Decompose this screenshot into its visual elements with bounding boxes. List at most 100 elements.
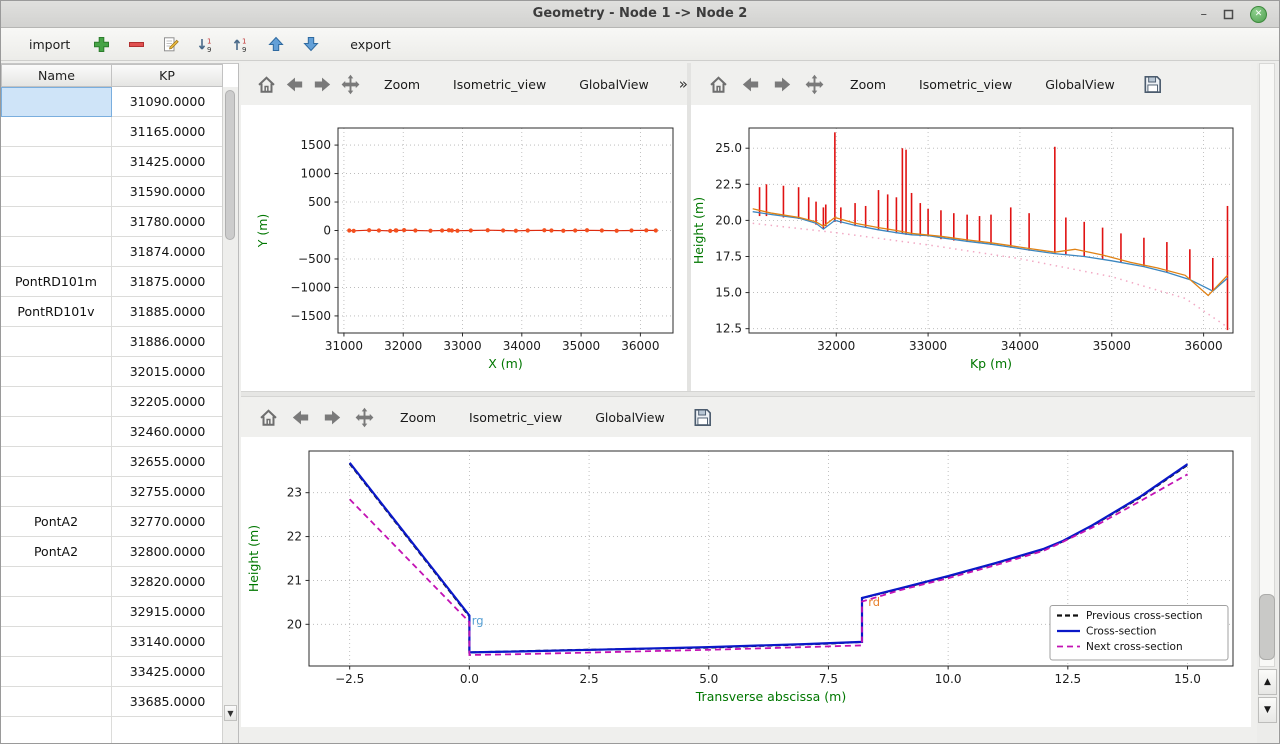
window-scrollbar[interactable]: ▲ ▼ bbox=[1257, 63, 1278, 743]
cell-kp[interactable]: 31090.0000 bbox=[112, 87, 223, 117]
cell-kp[interactable]: 31885.0000 bbox=[112, 297, 223, 327]
cell-kp[interactable]: 32205.0000 bbox=[112, 387, 223, 417]
move-up-button[interactable] bbox=[266, 34, 286, 54]
plan-view-plot[interactable]: 31000 32000 33000 34000 35000 36000 −1500 −1000… bbox=[241, 105, 687, 391]
table-row[interactable]: PontRD101m 31875.0000 bbox=[1, 267, 223, 297]
pan-button[interactable] bbox=[801, 71, 828, 97]
table-row[interactable]: 33685.0000 bbox=[1, 687, 223, 717]
table-row[interactable]: 31165.0000 bbox=[1, 117, 223, 147]
table-row[interactable]: 32655.0000 bbox=[1, 447, 223, 477]
cell-kp[interactable]: 31886.0000 bbox=[112, 327, 223, 357]
table-row[interactable]: 32015.0000 bbox=[1, 357, 223, 387]
export-button[interactable]: export bbox=[350, 36, 391, 52]
maximize-button[interactable] bbox=[1223, 9, 1234, 20]
cell-kp[interactable]: 31425.0000 bbox=[112, 147, 223, 177]
cell-kp[interactable]: 32820.0000 bbox=[112, 567, 223, 597]
remove-section-button[interactable] bbox=[126, 34, 146, 54]
cell-name[interactable] bbox=[1, 327, 112, 357]
table-row[interactable]: PontA2 32800.0000 bbox=[1, 537, 223, 567]
cell-name[interactable] bbox=[1, 387, 112, 417]
cell-name[interactable] bbox=[1, 567, 112, 597]
scroll-down-button[interactable]: ▼ bbox=[1258, 697, 1277, 723]
titlebar[interactable]: Geometry - Node 1 -> Node 2 – ✕ bbox=[1, 1, 1279, 28]
table-row[interactable]: 31425.0000 bbox=[1, 147, 223, 177]
save-figure-button[interactable] bbox=[689, 404, 716, 430]
profile-figure[interactable]: 32000 33000 34000 35000 36000 12.5 15.0 17.5 20.… bbox=[691, 105, 1251, 391]
cell-kp[interactable]: 32460.0000 bbox=[112, 417, 223, 447]
scrollbar-track[interactable] bbox=[1259, 63, 1275, 667]
minimize-button[interactable]: – bbox=[1200, 7, 1208, 22]
move-down-button[interactable] bbox=[301, 34, 321, 54]
table-row[interactable]: 31874.0000 bbox=[1, 237, 223, 267]
horizontal-splitter[interactable] bbox=[241, 391, 1255, 397]
table-row[interactable]: 32915.0000 bbox=[1, 597, 223, 627]
table-row[interactable]: 31780.0000 bbox=[1, 207, 223, 237]
home-button[interactable] bbox=[255, 404, 282, 430]
table-row[interactable]: 31590.0000 bbox=[1, 177, 223, 207]
cell-name[interactable] bbox=[1, 87, 112, 117]
cell-name[interactable]: PontA2 bbox=[1, 507, 112, 537]
edit-section-button[interactable] bbox=[161, 34, 181, 54]
table-row[interactable]: 33140.0000 bbox=[1, 627, 223, 657]
table-row[interactable]: 32820.0000 bbox=[1, 567, 223, 597]
close-button[interactable]: ✕ bbox=[1250, 6, 1267, 23]
zoom-button[interactable]: Zoom bbox=[839, 71, 897, 98]
global-view-button[interactable]: GlobalView bbox=[1034, 71, 1126, 98]
cell-kp[interactable]: 33140.0000 bbox=[112, 627, 223, 657]
cell-kp[interactable]: 32800.0000 bbox=[112, 537, 223, 567]
table-row[interactable]: PontRD101v 31885.0000 bbox=[1, 297, 223, 327]
pan-button[interactable] bbox=[351, 404, 378, 430]
cell-name[interactable]: PontRD101m bbox=[1, 267, 112, 297]
table-row[interactable]: PontA2 32770.0000 bbox=[1, 507, 223, 537]
back-button[interactable] bbox=[287, 404, 314, 430]
cell-name[interactable] bbox=[1, 597, 112, 627]
cross-section-plot[interactable]: −2.5 0.0 2.5 5.0 7.5 10.0 12.5 15.0 20 21 22 23 Tran… bbox=[241, 437, 1251, 727]
column-header-name[interactable]: Name bbox=[1, 64, 112, 87]
cell-name[interactable] bbox=[1, 237, 112, 267]
cell-name[interactable] bbox=[1, 657, 112, 687]
toolbar-overflow-button[interactable]: » bbox=[678, 75, 688, 93]
cell-name[interactable] bbox=[1, 147, 112, 177]
cell-name[interactable] bbox=[1, 477, 112, 507]
cell-name[interactable]: PontA2 bbox=[1, 537, 112, 567]
home-button[interactable] bbox=[705, 71, 732, 97]
forward-button[interactable] bbox=[311, 71, 334, 97]
cell-name[interactable] bbox=[1, 687, 112, 717]
cell-kp[interactable]: 32015.0000 bbox=[112, 357, 223, 387]
table-scrollbar[interactable]: ▼ bbox=[222, 87, 238, 743]
table-row[interactable]: 32205.0000 bbox=[1, 387, 223, 417]
isometric-view-button[interactable]: Isometric_view bbox=[908, 71, 1023, 98]
forward-button[interactable] bbox=[319, 404, 346, 430]
add-section-button[interactable] bbox=[91, 34, 111, 54]
cell-kp[interactable]: 31165.0000 bbox=[112, 117, 223, 147]
table-row[interactable]: 32460.0000 bbox=[1, 417, 223, 447]
table-scroll-down-button[interactable]: ▼ bbox=[224, 705, 237, 721]
cell-kp[interactable]: 32755.0000 bbox=[112, 477, 223, 507]
global-view-button[interactable]: GlobalView bbox=[568, 71, 660, 98]
cell-name[interactable]: PontRD101v bbox=[1, 297, 112, 327]
import-button[interactable]: import bbox=[29, 36, 71, 52]
scroll-up-button[interactable]: ▲ bbox=[1258, 669, 1277, 695]
cell-kp[interactable]: 32770.0000 bbox=[112, 507, 223, 537]
table-row[interactable]: 32755.0000 bbox=[1, 477, 223, 507]
zoom-button[interactable]: Zoom bbox=[389, 404, 447, 431]
table-scrollbar-thumb[interactable] bbox=[225, 90, 235, 240]
cell-name[interactable] bbox=[1, 117, 112, 147]
back-button[interactable] bbox=[737, 71, 764, 97]
forward-button[interactable] bbox=[769, 71, 796, 97]
longitudinal-profile-plot[interactable]: 32000 33000 34000 35000 36000 12.5 15.0 17.5 20.… bbox=[691, 105, 1251, 391]
cell-name[interactable] bbox=[1, 177, 112, 207]
cell-kp[interactable]: 32655.0000 bbox=[112, 447, 223, 477]
scrollbar-thumb[interactable] bbox=[1259, 594, 1275, 660]
cell-name[interactable] bbox=[1, 207, 112, 237]
save-figure-button[interactable] bbox=[1139, 71, 1166, 97]
table-row[interactable]: 31090.0000 bbox=[1, 87, 223, 117]
plan-view-figure[interactable]: 31000 32000 33000 34000 35000 36000 −1500 −1000… bbox=[241, 105, 687, 391]
global-view-button[interactable]: GlobalView bbox=[584, 404, 676, 431]
cross-section-figure[interactable]: −2.5 0.0 2.5 5.0 7.5 10.0 12.5 15.0 20 21 22 23 Tran… bbox=[241, 437, 1251, 727]
table-row[interactable]: 31886.0000 bbox=[1, 327, 223, 357]
table-row[interactable]: 33425.0000 bbox=[1, 657, 223, 687]
pan-button[interactable] bbox=[339, 71, 362, 97]
